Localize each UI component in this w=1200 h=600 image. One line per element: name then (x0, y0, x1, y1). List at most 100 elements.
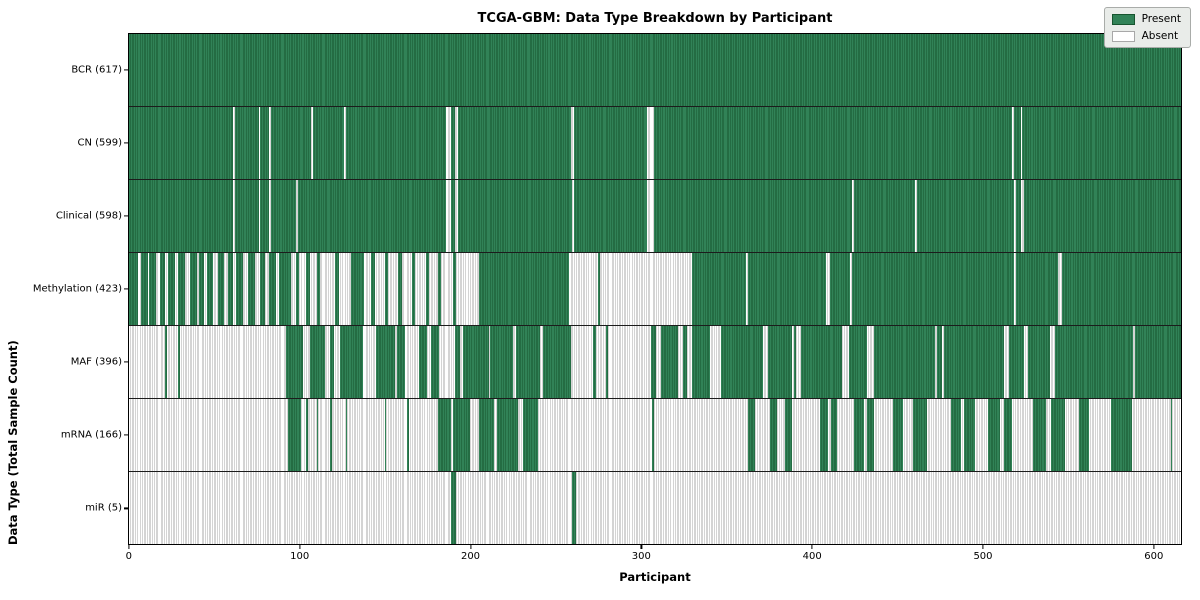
present-segment (140, 253, 148, 325)
present-segment (345, 399, 348, 471)
present-segment (831, 399, 837, 471)
present-segment (937, 326, 943, 398)
present-segment (149, 253, 157, 325)
present-segment (747, 399, 755, 471)
legend-item-absent: Absent (1111, 30, 1181, 42)
present-segment (396, 326, 406, 398)
present-segment (720, 326, 764, 398)
legend: Present Absent (1103, 7, 1191, 48)
present-segment (1061, 253, 1181, 325)
x-tick-mark (1153, 545, 1155, 549)
y-tick-mark (124, 68, 128, 71)
present-segment (270, 180, 297, 252)
y-tick-label-clinical: Clinical (598) (55, 210, 122, 222)
present-segment (217, 253, 225, 325)
y-tick-label-mir: miR (5) (85, 502, 122, 514)
present-segment (572, 472, 576, 544)
heatmap-row-bcr (129, 34, 1181, 107)
present-segment (451, 472, 457, 544)
present-segment (306, 399, 309, 471)
y-tick-label-mrna: mRNA (166) (60, 429, 122, 441)
legend-item-present: Present (1111, 13, 1181, 25)
present-segment (260, 180, 269, 252)
x-tick-mark (640, 545, 642, 549)
present-segment (597, 253, 600, 325)
present-segment (330, 326, 334, 398)
legend-absent-swatch (1111, 30, 1135, 42)
present-segment (454, 326, 460, 398)
heatmap-row-methylation (129, 253, 1181, 326)
present-segment (793, 326, 796, 398)
present-segment (463, 326, 489, 398)
present-segment (574, 107, 648, 179)
present-segment (437, 399, 452, 471)
present-segment (654, 107, 1013, 179)
present-segment (1013, 107, 1021, 179)
present-segment (309, 326, 326, 398)
present-segment (1032, 399, 1047, 471)
present-segment (340, 326, 363, 398)
present-segment (316, 399, 319, 471)
present-segment (168, 253, 176, 325)
present-segment (1003, 399, 1013, 471)
present-segment (458, 107, 571, 179)
present-segment (654, 180, 852, 252)
present-segment (592, 326, 597, 398)
present-segment (574, 180, 648, 252)
y-tick-mark (124, 507, 128, 510)
x-tick-mark (299, 545, 301, 549)
plot-area (128, 33, 1182, 545)
present-segment (335, 253, 339, 325)
x-tick-marks (128, 545, 1182, 551)
present-segment (851, 253, 1014, 325)
x-axis-title: Participant (619, 570, 691, 584)
present-segment (270, 107, 312, 179)
present-segment (944, 326, 1004, 398)
present-segment (747, 253, 827, 325)
present-segment (129, 107, 233, 179)
chart-title: TCGA-GBM: Data Type Breakdown by Partici… (477, 11, 833, 26)
present-segment (248, 253, 256, 325)
present-segment (768, 326, 793, 398)
present-segment (522, 399, 539, 471)
x-tick-mark (982, 545, 984, 549)
present-segment (234, 180, 259, 252)
present-segment (227, 253, 233, 325)
x-tick-mark (469, 545, 472, 549)
present-segment (829, 253, 851, 325)
present-segment (683, 326, 687, 398)
present-segment (313, 107, 344, 179)
present-segment (660, 326, 678, 398)
y-tick-labels: BCR (617) CN (599) Clinical (598) Methylati… (0, 0, 122, 600)
present-segment (874, 326, 936, 398)
present-segment (1015, 253, 1059, 325)
present-segment (452, 399, 470, 471)
present-segment (296, 253, 300, 325)
present-segment (451, 180, 455, 252)
present-segment (652, 399, 655, 471)
present-segment (268, 253, 276, 325)
present-segment (1008, 326, 1025, 398)
present-segment (425, 253, 430, 325)
present-segment (543, 326, 571, 398)
present-segment (691, 326, 711, 398)
y-tick-label-bcr: BCR (617) (71, 64, 122, 76)
present-segment (1054, 326, 1134, 398)
x-tick-mark (811, 545, 813, 549)
present-segment (236, 253, 244, 325)
present-segment (297, 180, 447, 252)
present-segment (412, 253, 416, 325)
heatmap-row-maf (129, 326, 1181, 399)
legend-absent-label: Absent (1141, 30, 1179, 42)
present-segment (478, 399, 494, 471)
present-segment (306, 253, 310, 325)
present-segment (178, 253, 186, 325)
present-segment (406, 399, 409, 471)
present-segment (892, 399, 904, 471)
present-segment (316, 253, 320, 325)
present-segment (964, 399, 975, 471)
present-segment (330, 399, 332, 471)
present-segment (129, 34, 1181, 106)
present-segment (516, 326, 540, 398)
present-segment (178, 326, 181, 398)
